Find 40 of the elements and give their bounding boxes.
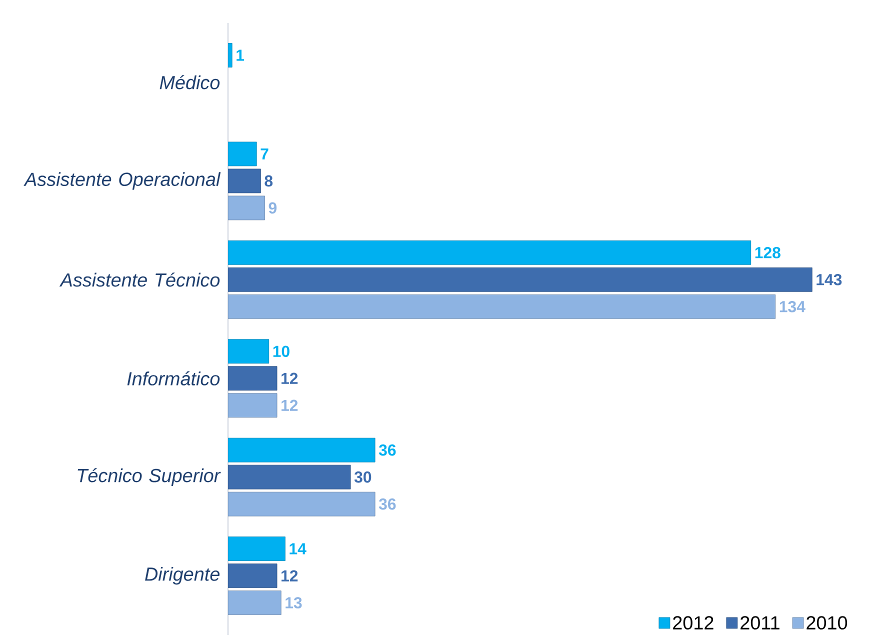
bar [228, 366, 278, 391]
legend-label: 2011 [740, 616, 780, 630]
y-tick-label: Médico [160, 75, 220, 90]
y-tick-label: Assistente Técnico [59, 272, 220, 287]
legend-label: 2010 [806, 616, 848, 630]
data-label: 8 [264, 175, 273, 187]
y-tick-label: Informático [127, 371, 220, 386]
legend-label: 2012 [673, 616, 714, 630]
bar [228, 590, 282, 615]
data-label: 9 [268, 202, 277, 214]
data-label: 134 [780, 301, 806, 312]
y-tick-label: Técnico Superior [78, 468, 221, 486]
data-label: 12 [282, 372, 298, 384]
bar [228, 196, 265, 220]
data-label: 1 [236, 50, 244, 61]
y-tick-label: Assistente Operacional [24, 172, 221, 190]
y-tick-label: Dirigente [145, 566, 220, 585]
bar [228, 240, 752, 265]
data-label: 12 [282, 570, 298, 582]
bar [228, 294, 776, 319]
bar [228, 536, 286, 561]
data-label: 36 [378, 444, 396, 456]
bar [228, 464, 351, 490]
data-label: 36 [378, 498, 396, 510]
data-label: 13 [286, 597, 302, 608]
bar [228, 393, 278, 418]
data-label: 143 [816, 274, 842, 286]
bar [228, 168, 261, 194]
bar [228, 438, 376, 462]
data-label: 12 [282, 400, 298, 411]
data-label: 7 [260, 148, 268, 160]
bar [228, 339, 270, 364]
bar [228, 492, 376, 516]
data-label: 128 [755, 247, 780, 258]
data-label: 10 [273, 346, 290, 358]
bar [228, 142, 257, 166]
data-label: 14 [290, 543, 306, 554]
bar [228, 267, 812, 292]
bar [228, 564, 278, 588]
data-label: 30 [354, 471, 372, 483]
